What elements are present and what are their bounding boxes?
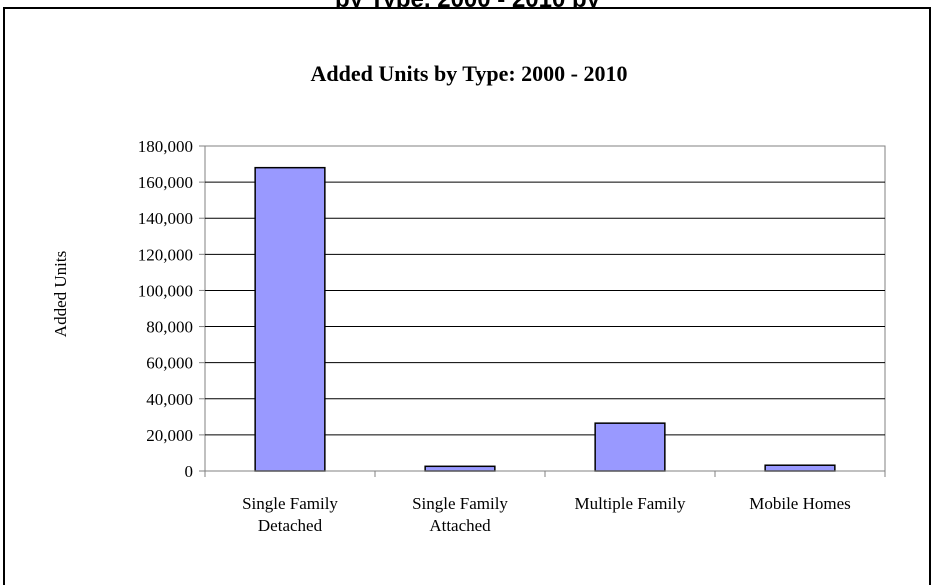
y-tick-label: 60,000 bbox=[146, 354, 193, 373]
y-tick-label: 20,000 bbox=[146, 426, 193, 445]
x-tick-label-line: Attached bbox=[429, 516, 491, 535]
bars bbox=[254, 166, 836, 472]
chart-title: Added Units by Type: 2000 - 2010 bbox=[310, 61, 627, 86]
x-tick-label: Single Family Attached bbox=[412, 494, 508, 535]
bar bbox=[424, 465, 496, 472]
y-axis-label: Added Units bbox=[51, 251, 70, 337]
x-axis-ticks: Single Family Detached Single Family Attach… bbox=[204, 470, 886, 535]
y-tick-label: 80,000 bbox=[146, 318, 193, 337]
x-tick-label: Multiple Family bbox=[575, 494, 686, 513]
x-tick-label-line: Single Family bbox=[412, 494, 508, 513]
x-tick-label-line: Detached bbox=[258, 516, 323, 535]
y-tick-label: 40,000 bbox=[146, 390, 193, 409]
x-tick-label-line: Single Family bbox=[242, 494, 338, 513]
bar bbox=[254, 166, 326, 472]
y-tick-label: 160,000 bbox=[138, 173, 193, 192]
y-tick-label: 0 bbox=[185, 462, 194, 481]
x-tick-label: Mobile Homes bbox=[749, 494, 851, 513]
x-tick-label-line: Mobile Homes bbox=[749, 494, 851, 513]
y-tick-label: 180,000 bbox=[138, 137, 193, 156]
bar bbox=[764, 464, 836, 472]
y-tick-label: 120,000 bbox=[138, 245, 193, 264]
y-axis-ticks: 0 20,000 40,000 60,000 80,000 100,000 120,000 1… bbox=[138, 137, 205, 481]
x-tick-label-line: Multiple Family bbox=[575, 494, 686, 513]
chart-frame bbox=[3, 7, 931, 585]
y-tick-label: 100,000 bbox=[138, 281, 193, 300]
bar bbox=[594, 422, 666, 472]
y-tick-label: 140,000 bbox=[138, 209, 193, 228]
x-tick-label: Single Family Detached bbox=[242, 494, 338, 535]
